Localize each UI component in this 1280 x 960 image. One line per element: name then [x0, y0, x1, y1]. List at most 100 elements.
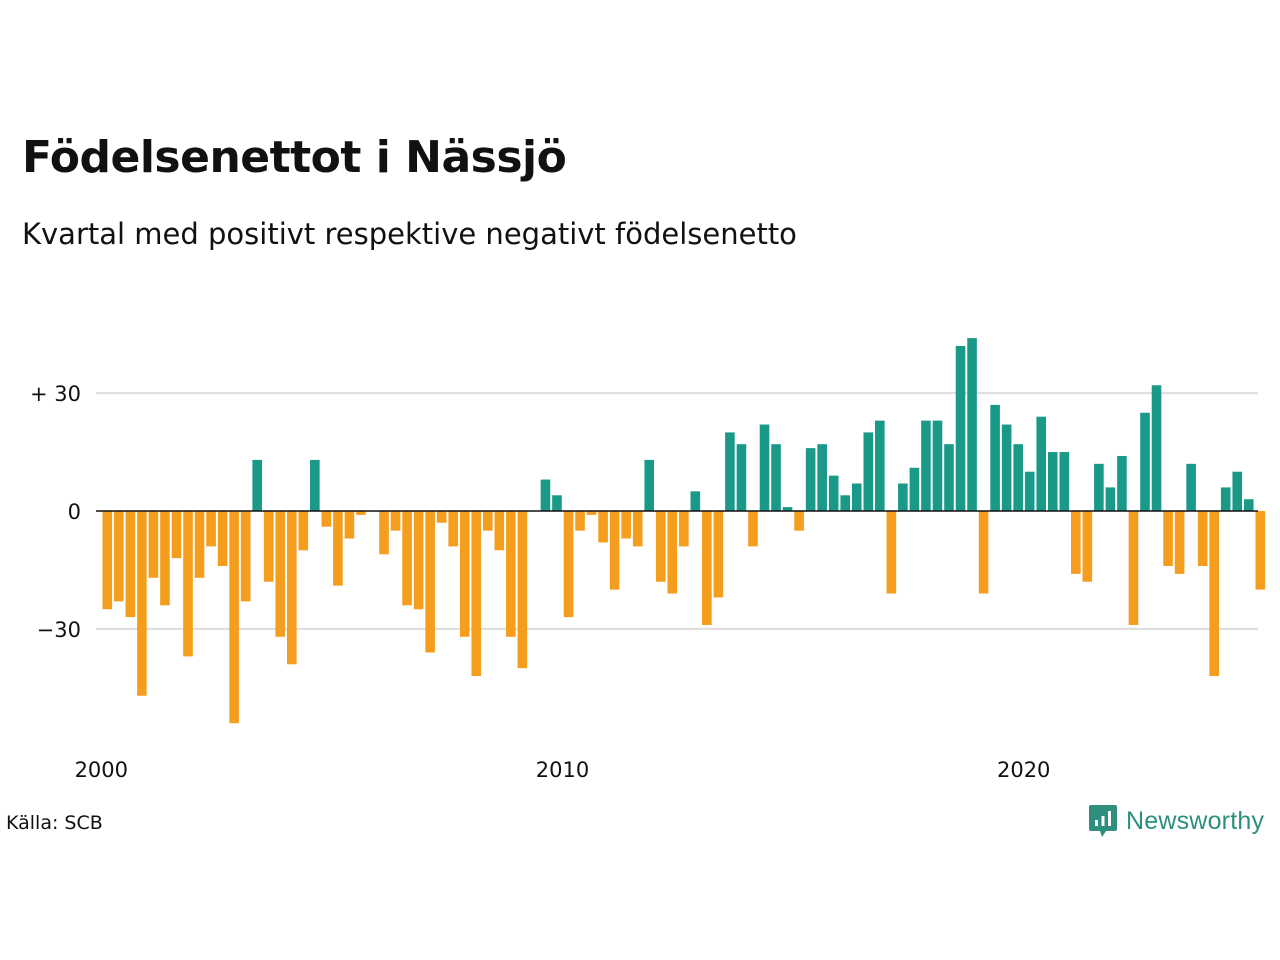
bar [863, 432, 874, 511]
y-tick-label: + 30 [30, 382, 81, 406]
newsworthy-logo-icon [1089, 805, 1117, 837]
bar [217, 511, 228, 567]
y-tick-label: 0 [68, 500, 81, 524]
bar [794, 511, 804, 531]
bar [379, 511, 389, 555]
bar [609, 511, 620, 590]
bar [517, 511, 528, 669]
bar [586, 511, 597, 515]
bar [263, 511, 274, 582]
bar [990, 404, 1000, 511]
bar [598, 511, 608, 543]
bar [759, 424, 770, 511]
bar [817, 444, 827, 511]
bar [194, 511, 205, 578]
bar [771, 444, 781, 511]
bar [1174, 511, 1185, 574]
bar [1128, 511, 1139, 625]
bar-chart: + 30 0 −30 2000 2010 2020 [30, 338, 1266, 782]
y-tick-label: −30 [37, 618, 81, 642]
chart-title: Födelsenettot i Nässjö [22, 132, 567, 183]
brand-name: Newsworthy [1126, 806, 1265, 835]
bar [425, 511, 435, 653]
bar [171, 511, 182, 559]
bar [482, 511, 493, 531]
bar [851, 483, 862, 511]
bar [655, 511, 666, 582]
bar [828, 475, 839, 511]
bar [679, 511, 689, 547]
bar [748, 511, 758, 547]
bar [160, 511, 170, 606]
bar [1209, 511, 1219, 677]
bar [909, 467, 920, 511]
bar [240, 511, 251, 602]
bar [540, 479, 551, 511]
bar [310, 459, 320, 511]
bar [448, 511, 458, 547]
bar [286, 511, 297, 665]
bar [402, 511, 412, 606]
bar [494, 511, 505, 551]
bar [102, 511, 113, 610]
x-tick-label: 2020 [997, 758, 1050, 782]
bar [1232, 471, 1243, 511]
bar [1197, 511, 1208, 567]
bar [1243, 499, 1254, 511]
bar [667, 511, 678, 594]
bar [621, 511, 631, 539]
bar [1117, 455, 1127, 511]
bar [725, 432, 735, 511]
bar [321, 511, 332, 527]
bar [898, 483, 908, 511]
bar [471, 511, 482, 677]
bar [921, 420, 931, 511]
bar [1071, 511, 1081, 574]
bar [886, 511, 897, 594]
bar [344, 511, 355, 539]
bar [736, 444, 747, 511]
x-tick-label: 2000 [75, 758, 128, 782]
bar [1255, 511, 1266, 590]
bar [275, 511, 286, 637]
bar [552, 495, 562, 511]
bar [955, 345, 966, 511]
bar [229, 511, 239, 724]
bar [356, 511, 366, 515]
bar [1105, 487, 1116, 511]
bar [436, 511, 447, 523]
bar [1082, 511, 1093, 582]
brand-logo: Newsworthy [1088, 803, 1264, 839]
bar [148, 511, 159, 578]
x-tick-label: 2010 [536, 758, 589, 782]
bar [506, 511, 516, 637]
bar [1186, 463, 1196, 511]
bar [967, 338, 977, 511]
bar [944, 444, 954, 511]
bar [690, 491, 701, 511]
bar [978, 511, 989, 594]
bar [840, 495, 851, 511]
bar [125, 511, 136, 618]
bar [413, 511, 424, 610]
bar [1047, 452, 1058, 511]
bar [575, 511, 585, 531]
bar [137, 511, 147, 696]
bar [1059, 452, 1070, 511]
bar [1013, 444, 1023, 511]
source-note: Källa: SCB [6, 812, 103, 834]
bar [782, 507, 793, 511]
bar [1140, 412, 1150, 511]
bar [114, 511, 124, 602]
bar [932, 420, 943, 511]
bar [298, 511, 309, 551]
bar [1094, 463, 1104, 511]
bar [333, 511, 343, 586]
bar [805, 448, 816, 511]
bar [252, 459, 262, 511]
bar [1151, 385, 1162, 511]
bar [563, 511, 574, 618]
bar [644, 459, 655, 511]
bar [1163, 511, 1173, 567]
bar [1024, 471, 1035, 511]
